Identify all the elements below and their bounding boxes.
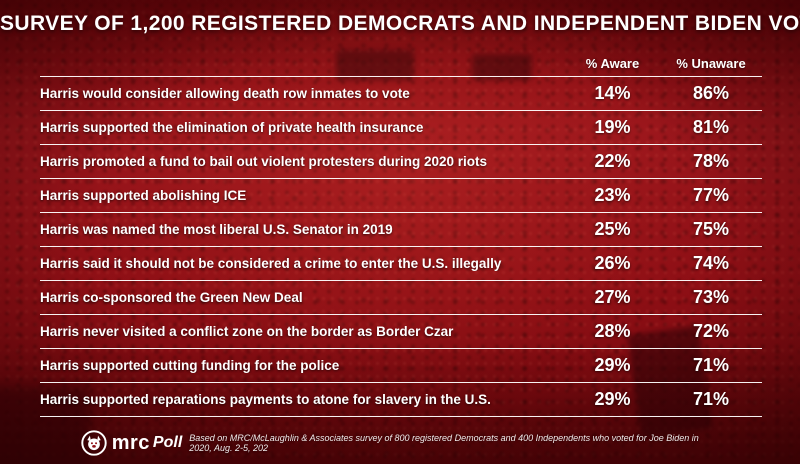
aware-value: 22%	[594, 151, 631, 171]
footer: mrc Poll Based on MRC/McLaughlin & Assoc…	[0, 430, 800, 456]
statement-label: Harris was named the most liberal U.S. S…	[40, 222, 393, 237]
table-row: Harris would consider allowing death row…	[40, 77, 762, 111]
brand-name: mrc	[111, 431, 150, 454]
column-header-unaware: % Unaware	[676, 56, 746, 71]
table-row: Harris said it should not be considered …	[40, 247, 762, 281]
methodology-note: Based on MRC/McLaughlin & Associates sur…	[189, 433, 699, 453]
mrc-poll-logo: mrc Poll	[81, 430, 183, 456]
statement-label: Harris supported cutting funding for the…	[40, 358, 340, 373]
unaware-value: 75%	[692, 219, 730, 239]
table-row: Harris supported reparations payments to…	[40, 383, 762, 417]
aware-value: 27%	[594, 287, 631, 307]
statement-label: Harris promoted a fund to bail out viole…	[40, 154, 488, 169]
table-row: Harris promoted a fund to bail out viole…	[40, 145, 762, 179]
statement-label: Harris co-sponsored the Green New Deal	[40, 290, 303, 305]
aware-value: 28%	[594, 321, 631, 341]
unaware-value: 77%	[692, 185, 730, 205]
table-row: Harris supported the elimination of priv…	[40, 111, 762, 145]
unaware-value: 81%	[692, 117, 730, 137]
brand-suffix: Poll	[152, 434, 183, 451]
unaware-value: 74%	[692, 253, 730, 273]
table-row: Harris co-sponsored the Green New Deal 2…	[40, 281, 762, 315]
unaware-value: 72%	[692, 321, 730, 341]
statement-label: Harris supported the elimination of priv…	[40, 120, 424, 135]
unaware-value: 71%	[692, 389, 730, 409]
statement-label: Harris supported abolishing ICE	[40, 188, 247, 203]
statement-label: Harris said it should not be considered …	[40, 256, 502, 271]
unaware-value: 71%	[692, 355, 730, 375]
table-row: Harris never visited a conflict zone on …	[40, 315, 762, 349]
unaware-value: 73%	[692, 287, 730, 307]
statement-label: Harris never visited a conflict zone on …	[40, 324, 454, 339]
aware-value: 14%	[594, 83, 631, 103]
statement-label: Harris would consider allowing death row…	[40, 86, 410, 101]
aware-value: 29%	[594, 355, 631, 375]
column-header-aware: % Aware	[585, 56, 640, 71]
aware-value: 26%	[594, 253, 631, 273]
survey-table: % Aware % Unaware Harris would consider …	[40, 50, 762, 417]
aware-value: 25%	[594, 219, 631, 239]
statement-label: Harris supported reparations payments to…	[40, 392, 491, 407]
aware-value: 29%	[594, 389, 631, 409]
aware-value: 23%	[594, 185, 631, 205]
aware-value: 19%	[594, 117, 631, 137]
table-row: Harris was named the most liberal U.S. S…	[40, 213, 762, 247]
table-header-row: % Aware % Unaware	[40, 50, 762, 77]
unaware-value: 78%	[692, 151, 730, 171]
table-row: Harris supported abolishing ICE 23% 77%	[40, 179, 762, 213]
table-row: Harris supported cutting funding for the…	[40, 349, 762, 383]
page-title: SURVEY OF 1,200 REGISTERED DEMOCRATS AND…	[0, 12, 800, 35]
unaware-value: 86%	[692, 83, 730, 103]
mrc-dog-icon	[81, 430, 107, 456]
